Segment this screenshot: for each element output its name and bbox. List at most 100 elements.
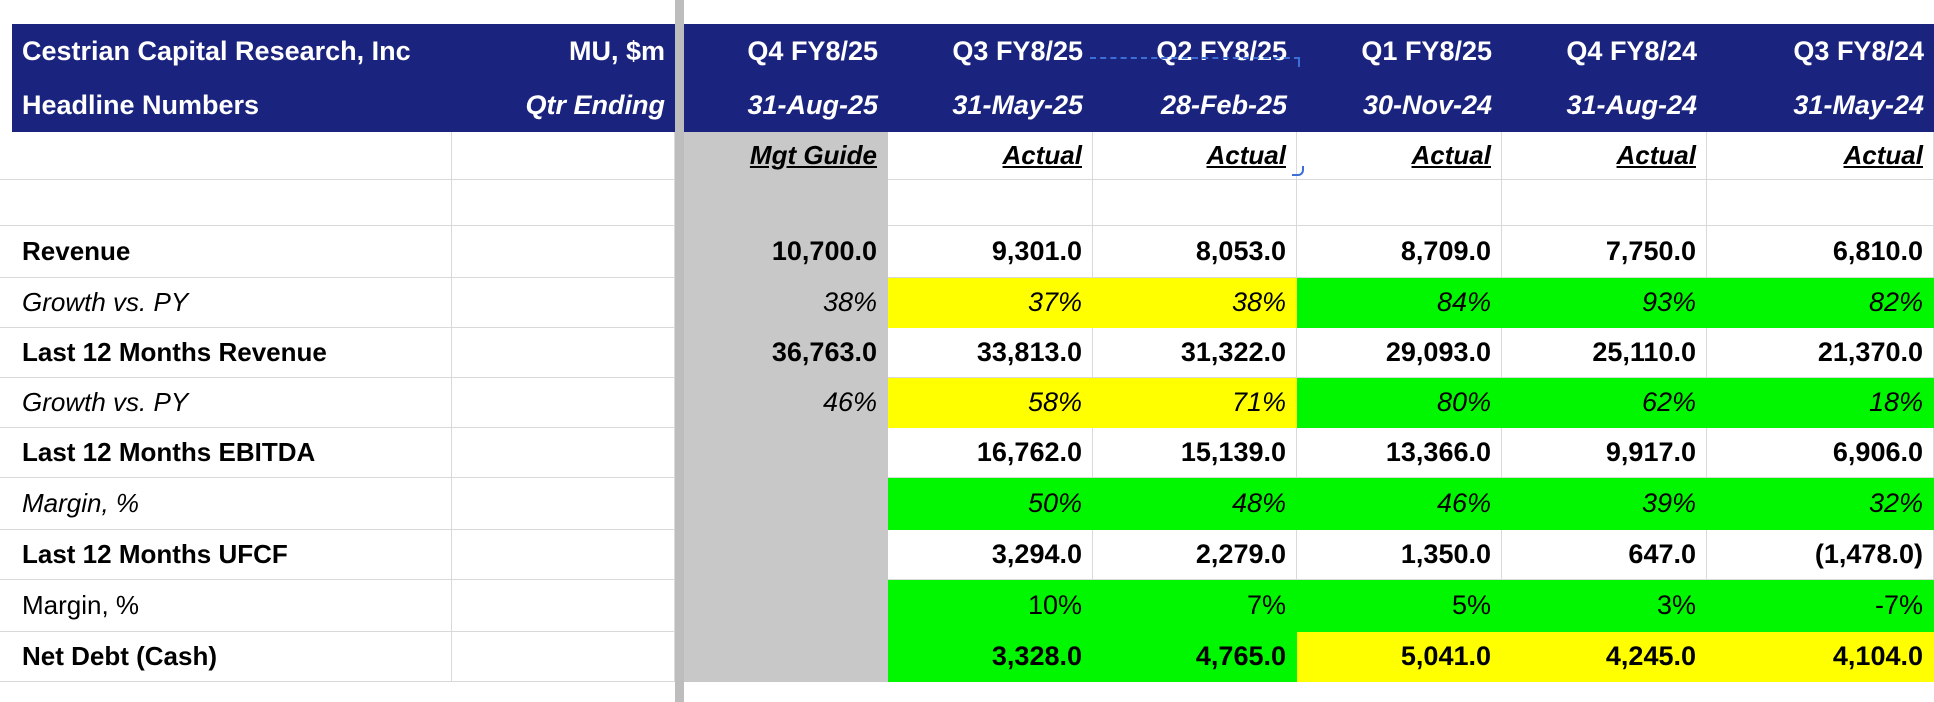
period-status-label[interactable]: Actual bbox=[1502, 132, 1707, 180]
period-status-label[interactable]: Actual bbox=[1707, 132, 1934, 180]
empty-cell[interactable] bbox=[452, 580, 675, 632]
data-cell[interactable]: (1,478.0) bbox=[1707, 530, 1934, 580]
period-date-header[interactable]: 31-Aug-24 bbox=[1502, 78, 1707, 132]
empty-cell[interactable] bbox=[1707, 180, 1934, 226]
ticker-units[interactable]: MU, $m bbox=[452, 24, 675, 78]
row-label[interactable]: Last 12 Months UFCF bbox=[0, 530, 452, 580]
empty-cell[interactable] bbox=[452, 530, 675, 580]
data-cell[interactable]: 48% bbox=[1093, 478, 1297, 530]
empty-cell[interactable] bbox=[888, 180, 1093, 226]
data-cell[interactable]: 18% bbox=[1707, 378, 1934, 428]
empty-cell[interactable] bbox=[452, 478, 675, 530]
data-cell[interactable] bbox=[684, 478, 888, 530]
empty-cell[interactable] bbox=[452, 632, 675, 682]
data-cell[interactable]: 5,041.0 bbox=[1297, 632, 1502, 682]
data-cell[interactable]: 46% bbox=[684, 378, 888, 428]
data-cell[interactable]: 29,093.0 bbox=[1297, 328, 1502, 378]
data-cell[interactable]: 8,709.0 bbox=[1297, 226, 1502, 278]
data-cell[interactable]: 21,370.0 bbox=[1707, 328, 1934, 378]
period-date-header[interactable]: 28-Feb-25 bbox=[1093, 78, 1297, 132]
empty-cell[interactable] bbox=[452, 428, 675, 478]
period-status-label[interactable]: Actual bbox=[888, 132, 1093, 180]
data-cell[interactable]: 9,301.0 bbox=[888, 226, 1093, 278]
data-cell[interactable]: 84% bbox=[1297, 278, 1502, 328]
period-status-label[interactable]: Actual bbox=[1297, 132, 1502, 180]
data-cell[interactable] bbox=[684, 530, 888, 580]
sheet-subtitle[interactable]: Headline Numbers bbox=[12, 78, 452, 132]
period-status-label[interactable]: Actual bbox=[1093, 132, 1297, 180]
data-cell[interactable]: 10% bbox=[888, 580, 1093, 632]
period-quarter-header[interactable]: Q3 FY8/25 bbox=[888, 24, 1093, 78]
data-cell[interactable]: 37% bbox=[888, 278, 1093, 328]
period-date-header[interactable]: 31-Aug-25 bbox=[684, 78, 888, 132]
data-cell[interactable]: 10,700.0 bbox=[684, 226, 888, 278]
row-label[interactable]: Margin, % bbox=[0, 580, 452, 632]
data-cell[interactable]: 8,053.0 bbox=[1093, 226, 1297, 278]
data-cell[interactable]: 62% bbox=[1502, 378, 1707, 428]
data-cell[interactable]: 80% bbox=[1297, 378, 1502, 428]
data-cell[interactable]: 58% bbox=[888, 378, 1093, 428]
period-status-label[interactable]: Mgt Guide bbox=[684, 132, 888, 180]
empty-cell[interactable] bbox=[452, 226, 675, 278]
data-cell[interactable]: 13,366.0 bbox=[1297, 428, 1502, 478]
data-cell[interactable] bbox=[684, 632, 888, 682]
empty-cell[interactable] bbox=[452, 378, 675, 428]
row-label[interactable]: Last 12 Months EBITDA bbox=[0, 428, 452, 478]
data-cell[interactable]: 6,906.0 bbox=[1707, 428, 1934, 478]
data-cell[interactable]: 38% bbox=[1093, 278, 1297, 328]
period-quarter-header[interactable]: Q4 FY8/25 bbox=[684, 24, 888, 78]
company-name[interactable]: Cestrian Capital Research, Inc bbox=[12, 24, 452, 78]
data-cell[interactable]: 25,110.0 bbox=[1502, 328, 1707, 378]
row-label[interactable]: Revenue bbox=[0, 226, 452, 278]
data-cell[interactable]: 5% bbox=[1297, 580, 1502, 632]
data-cell[interactable]: 71% bbox=[1093, 378, 1297, 428]
data-cell[interactable]: 15,139.0 bbox=[1093, 428, 1297, 478]
row-label[interactable]: Growth vs. PY bbox=[0, 378, 452, 428]
empty-cell[interactable] bbox=[1297, 180, 1502, 226]
data-cell[interactable]: 36,763.0 bbox=[684, 328, 888, 378]
data-cell[interactable]: 9,917.0 bbox=[1502, 428, 1707, 478]
data-cell[interactable]: 39% bbox=[1502, 478, 1707, 530]
data-cell[interactable]: 32% bbox=[1707, 478, 1934, 530]
data-cell[interactable]: 3,294.0 bbox=[888, 530, 1093, 580]
data-cell[interactable]: 647.0 bbox=[1502, 530, 1707, 580]
data-cell[interactable]: 16,762.0 bbox=[888, 428, 1093, 478]
row-label[interactable]: Margin, % bbox=[0, 478, 452, 530]
empty-cell[interactable] bbox=[452, 132, 675, 180]
empty-cell[interactable] bbox=[452, 180, 675, 226]
row-label[interactable]: Last 12 Months Revenue bbox=[0, 328, 452, 378]
data-cell[interactable]: 4,245.0 bbox=[1502, 632, 1707, 682]
row-label[interactable]: Growth vs. PY bbox=[0, 278, 452, 328]
data-cell[interactable]: 7% bbox=[1093, 580, 1297, 632]
data-cell[interactable]: 82% bbox=[1707, 278, 1934, 328]
data-cell[interactable]: 4,765.0 bbox=[1093, 632, 1297, 682]
data-cell[interactable] bbox=[684, 580, 888, 632]
data-cell[interactable] bbox=[684, 428, 888, 478]
period-quarter-header[interactable]: Q2 FY8/25 bbox=[1093, 24, 1297, 78]
empty-cell[interactable] bbox=[452, 278, 675, 328]
empty-cell[interactable] bbox=[1093, 180, 1297, 226]
data-cell[interactable]: 2,279.0 bbox=[1093, 530, 1297, 580]
data-cell[interactable]: 46% bbox=[1297, 478, 1502, 530]
period-date-header[interactable]: 31-May-25 bbox=[888, 78, 1093, 132]
empty-cell[interactable] bbox=[684, 180, 888, 226]
empty-cell[interactable] bbox=[0, 180, 452, 226]
period-date-header[interactable]: 31-May-24 bbox=[1707, 78, 1934, 132]
data-cell[interactable]: 31,322.0 bbox=[1093, 328, 1297, 378]
period-quarter-header[interactable]: Q1 FY8/25 bbox=[1297, 24, 1502, 78]
data-cell[interactable]: 3% bbox=[1502, 580, 1707, 632]
qtr-ending-label[interactable]: Qtr Ending bbox=[452, 78, 675, 132]
frozen-column-divider[interactable] bbox=[675, 0, 684, 702]
data-cell[interactable]: 50% bbox=[888, 478, 1093, 530]
row-label[interactable]: Net Debt (Cash) bbox=[0, 632, 452, 682]
empty-cell[interactable] bbox=[1502, 180, 1707, 226]
data-cell[interactable]: 3,328.0 bbox=[888, 632, 1093, 682]
data-cell[interactable]: 93% bbox=[1502, 278, 1707, 328]
data-cell[interactable]: 6,810.0 bbox=[1707, 226, 1934, 278]
period-quarter-header[interactable]: Q3 FY8/24 bbox=[1707, 24, 1934, 78]
data-cell[interactable]: 33,813.0 bbox=[888, 328, 1093, 378]
period-date-header[interactable]: 30-Nov-24 bbox=[1297, 78, 1502, 132]
empty-cell[interactable] bbox=[452, 328, 675, 378]
empty-cell[interactable] bbox=[0, 132, 452, 180]
data-cell[interactable]: -7% bbox=[1707, 580, 1934, 632]
